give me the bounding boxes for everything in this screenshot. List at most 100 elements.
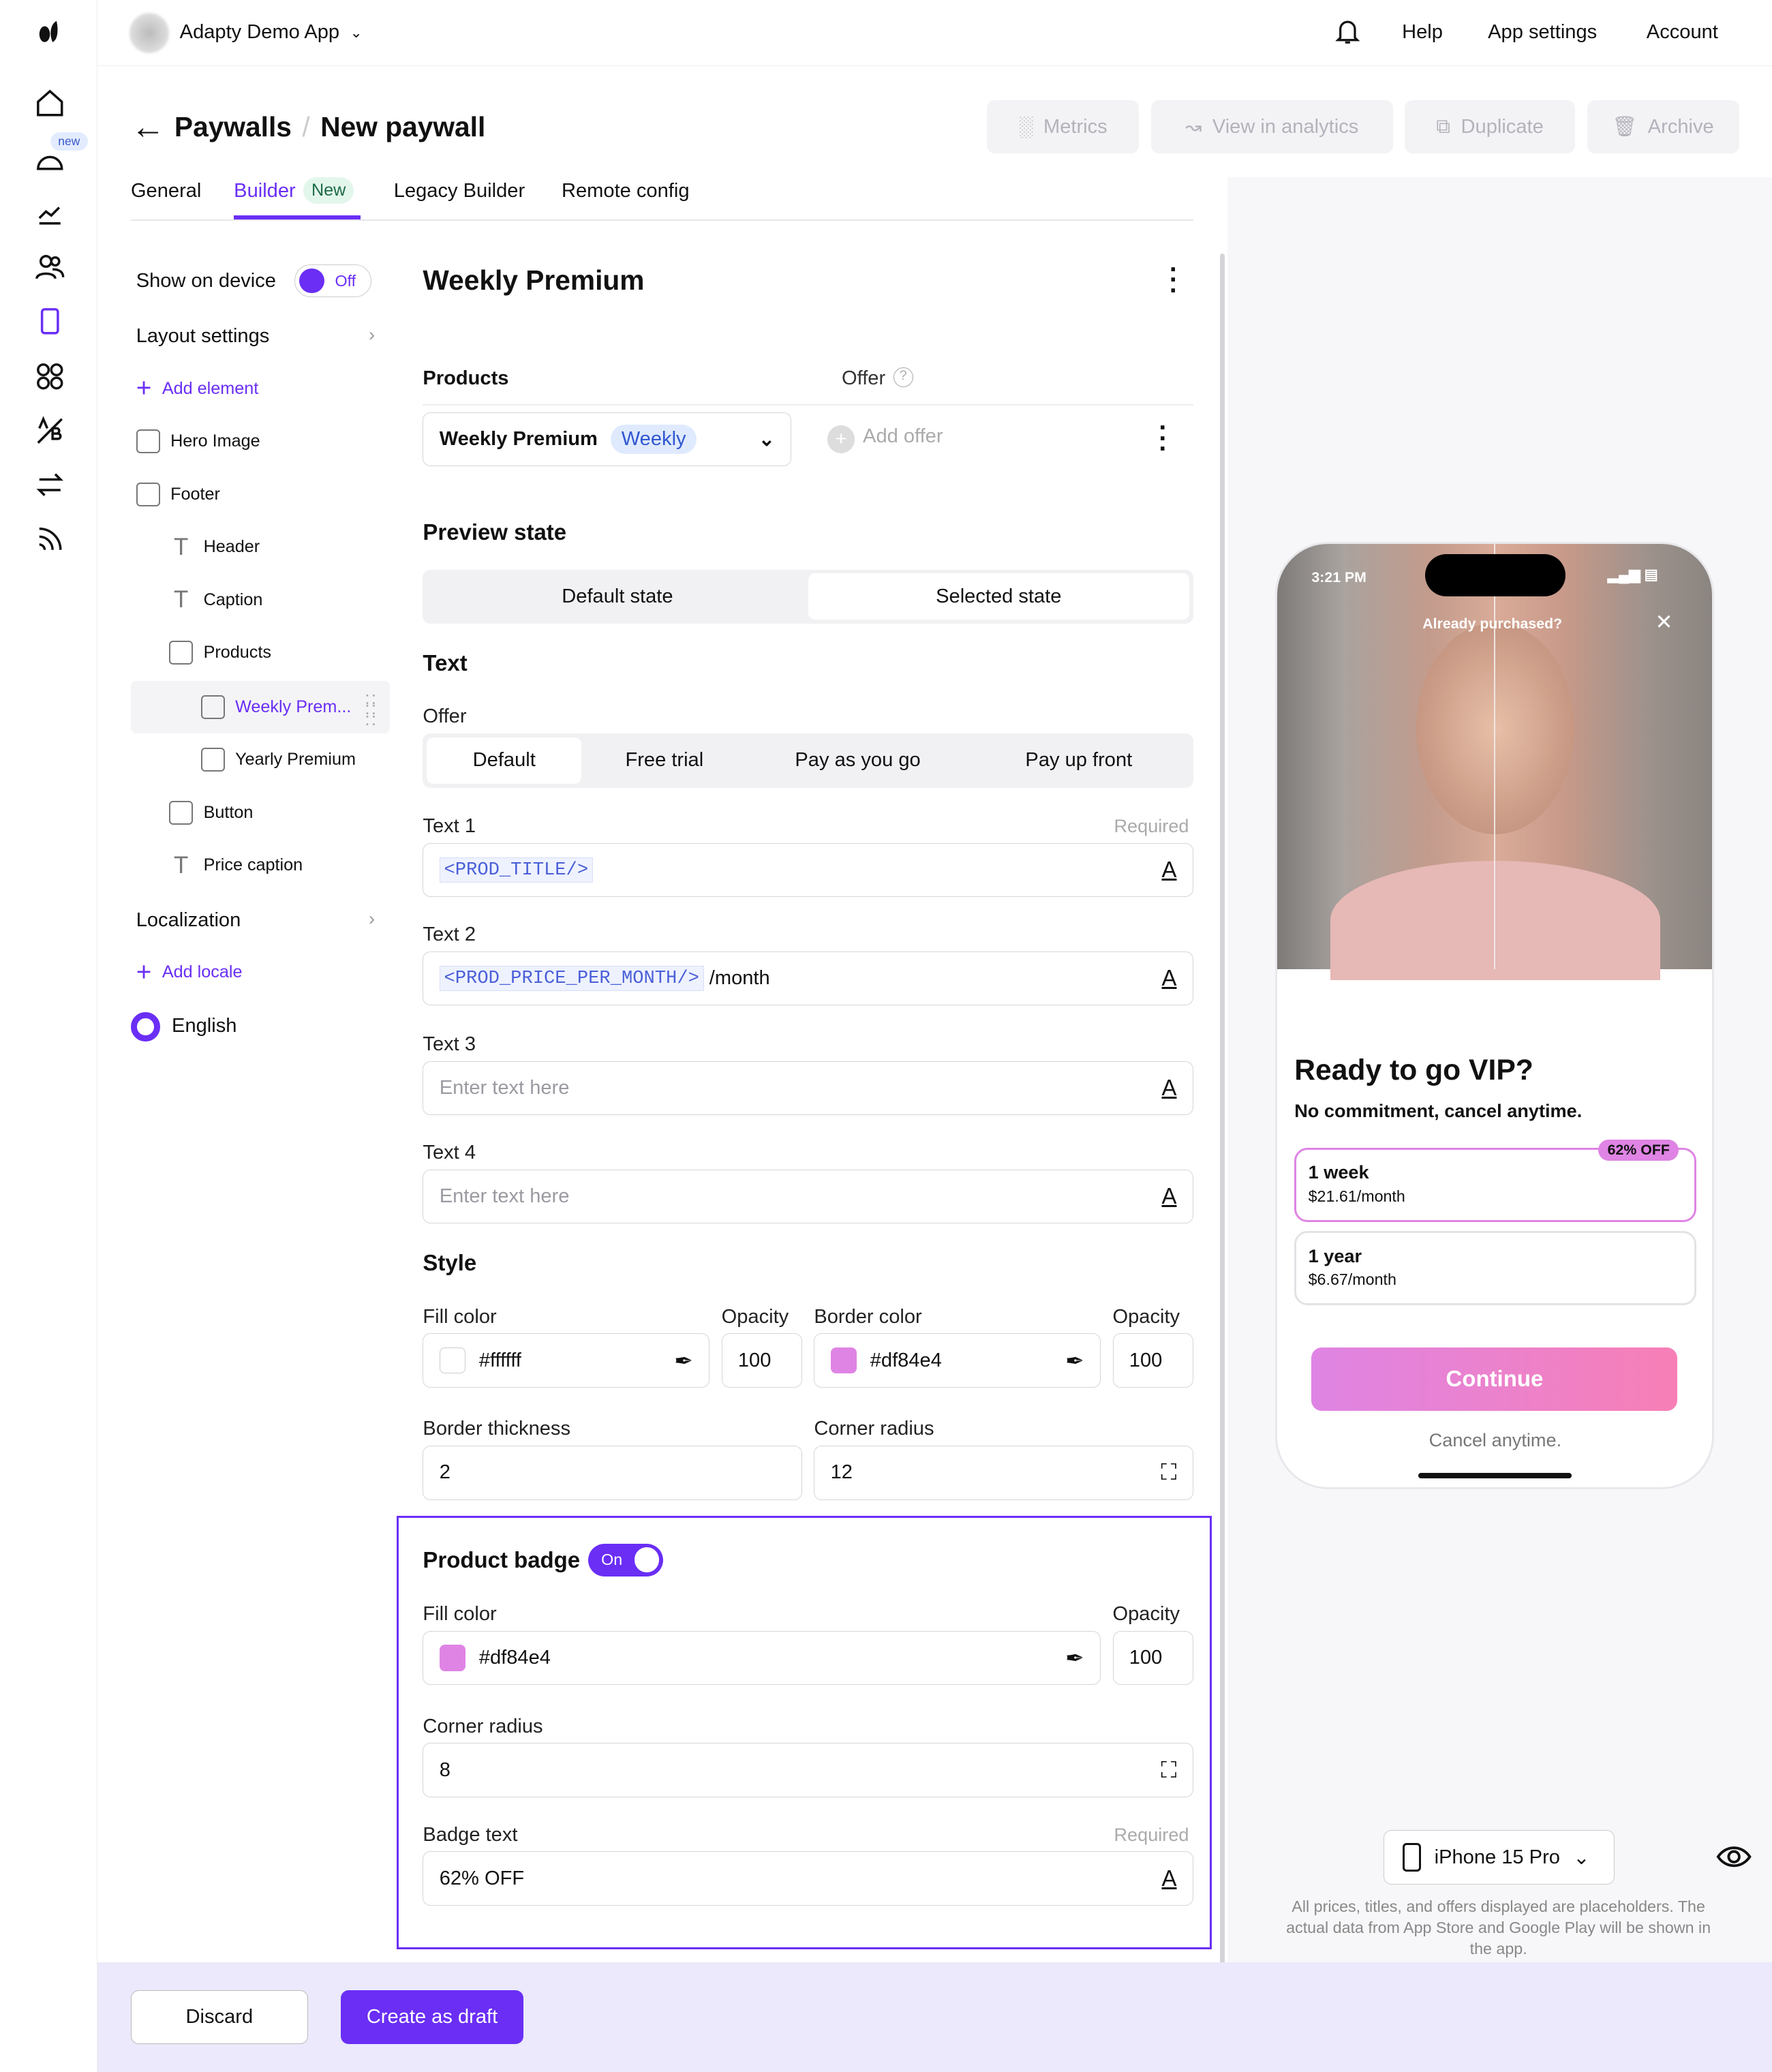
metrics-button[interactable]: ░ Metrics xyxy=(987,100,1140,153)
tree-item-weekly-premium[interactable]: Weekly Prem... xyxy=(200,688,351,725)
breadcrumb-paywalls[interactable]: Paywalls xyxy=(174,110,292,142)
add-offer-label: Add offer xyxy=(863,425,943,448)
tab-builder[interactable]: Builder New xyxy=(234,177,354,204)
home-indicator xyxy=(1418,1472,1572,1478)
tree-item-button[interactable]: Button xyxy=(169,794,253,831)
tab-general[interactable]: General xyxy=(130,179,202,202)
discard-button[interactable]: Discard xyxy=(130,1990,308,2045)
badge-corner-radius-input[interactable]: 8 ⛶ xyxy=(423,1743,1193,1797)
add-locale-button[interactable]: + Add locale xyxy=(136,954,243,991)
font-icon[interactable]: A xyxy=(1161,857,1177,883)
app-avatar[interactable] xyxy=(129,13,170,53)
already-purchased-link[interactable]: Already purchased? xyxy=(1422,615,1563,632)
locale-radio[interactable] xyxy=(130,1012,160,1041)
product-badge-toggle[interactable]: On xyxy=(587,1543,664,1577)
add-element-label: Add element xyxy=(162,378,259,398)
account-link[interactable]: Account xyxy=(1646,21,1718,44)
product-icon xyxy=(200,695,225,719)
help-icon[interactable]: ? xyxy=(893,367,913,388)
border-opacity-input[interactable]: 100 xyxy=(1112,1333,1193,1388)
fill-color-input[interactable]: #ffffff ✒ xyxy=(423,1333,710,1388)
badge-fill-color-input[interactable]: #df84e4 ✒ xyxy=(423,1630,1101,1686)
placements-icon[interactable] xyxy=(32,303,69,339)
text1-input[interactable]: <PROD_TITLE/> A xyxy=(423,842,1193,898)
bell-icon[interactable] xyxy=(1333,17,1362,51)
border-color-input[interactable]: #df84e4 ✒ xyxy=(814,1333,1101,1388)
eye-icon[interactable] xyxy=(1715,1840,1752,1878)
tree-item-footer[interactable]: Footer xyxy=(136,476,220,513)
drag-handle-icon[interactable]: :::::: xyxy=(365,686,378,729)
tab-legacy-builder[interactable]: Legacy Builder xyxy=(393,179,525,202)
selected-state-option[interactable]: Selected state xyxy=(808,573,1189,620)
offer-free-trial-option[interactable]: Free trial xyxy=(625,749,704,772)
font-icon[interactable]: A xyxy=(1161,1075,1177,1101)
locale-english[interactable]: English xyxy=(172,1015,237,1037)
tree-item-products[interactable]: Products xyxy=(169,635,271,671)
paywalls-icon[interactable] xyxy=(32,140,69,177)
product-select[interactable]: Weekly Premium Weekly ⌄ xyxy=(423,412,792,467)
analytics-icon[interactable] xyxy=(32,194,69,231)
close-icon[interactable]: ✕ xyxy=(1655,609,1673,634)
back-arrow-icon[interactable]: ← xyxy=(130,106,166,146)
users-icon[interactable] xyxy=(32,249,69,286)
archive-button[interactable]: 🗑 Archive xyxy=(1587,100,1739,153)
eyedropper-icon[interactable]: ✒ xyxy=(1065,1347,1084,1373)
add-element-button[interactable]: + Add element xyxy=(136,370,259,407)
show-on-device-toggle[interactable]: Off xyxy=(294,264,371,298)
badge-opacity-input[interactable]: 100 xyxy=(1112,1630,1193,1686)
tree-item-hero-image[interactable]: Hero Image xyxy=(136,423,260,459)
tab-remote-config[interactable]: Remote config xyxy=(562,179,690,202)
font-icon[interactable]: A xyxy=(1161,1183,1177,1209)
default-state-option[interactable]: Default state xyxy=(562,585,673,607)
font-icon[interactable]: A xyxy=(1161,965,1177,991)
chevron-right-icon: › xyxy=(368,324,375,346)
expand-corners-icon[interactable]: ⛶ xyxy=(1161,1756,1177,1782)
app-settings-link[interactable]: App settings xyxy=(1488,21,1598,44)
create-draft-button[interactable]: Create as draft xyxy=(341,1990,523,2045)
eyedropper-icon[interactable]: ✒ xyxy=(1065,1645,1084,1671)
layout-settings[interactable]: Layout settings xyxy=(136,324,270,347)
device-select[interactable]: iPhone 15 Pro ⌄ xyxy=(1383,1830,1615,1885)
offer-pay-up-front-option[interactable]: Pay up front xyxy=(1025,749,1133,772)
duplicate-button[interactable]: ⧉ Duplicate xyxy=(1404,100,1576,153)
continue-button[interactable]: Continue xyxy=(1311,1347,1678,1411)
logo-icon[interactable] xyxy=(32,13,69,50)
ab-test-icon[interactable] xyxy=(32,412,69,449)
events-feed-icon[interactable] xyxy=(32,521,69,558)
view-analytics-button[interactable]: ↝ View in analytics xyxy=(1150,100,1393,153)
font-icon[interactable]: A xyxy=(1161,1865,1177,1891)
color-swatch[interactable] xyxy=(830,1347,857,1374)
product-card-yearly[interactable]: 1 year $6.67/month xyxy=(1294,1231,1696,1305)
tree-item-yearly-premium[interactable]: Yearly Premium xyxy=(200,742,356,778)
border-thickness-input[interactable]: 2 xyxy=(423,1446,802,1500)
phone-icon xyxy=(1403,1842,1422,1872)
offer-default-option[interactable]: Default xyxy=(427,737,582,784)
offer-pay-as-you-go-option[interactable]: Pay as you go xyxy=(795,749,921,772)
corner-radius-value: 12 xyxy=(830,1461,853,1484)
corner-radius-input[interactable]: 12 ⛶ xyxy=(814,1446,1193,1500)
app-selector[interactable]: Adapty Demo App ⌄ xyxy=(180,21,363,45)
home-icon[interactable] xyxy=(32,85,69,121)
help-link[interactable]: Help xyxy=(1402,21,1443,44)
color-swatch[interactable] xyxy=(439,1644,466,1671)
expand-corners-icon[interactable]: ⛶ xyxy=(1161,1459,1177,1485)
text2-input[interactable]: <PROD_PRICE_PER_MONTH/> /month A xyxy=(423,951,1193,1006)
scrollbar[interactable] xyxy=(1219,254,1225,2035)
tree-item-caption[interactable]: T Caption xyxy=(169,581,262,618)
tree-item-header[interactable]: T Header xyxy=(169,529,260,566)
fill-opacity-input[interactable]: 100 xyxy=(721,1333,802,1388)
more-vertical-icon[interactable]: · · · xyxy=(1159,413,1168,464)
add-offer-button[interactable]: + Add offer xyxy=(827,425,943,453)
tree-item-price-caption[interactable]: T Price caption xyxy=(169,847,303,884)
product-card-weekly[interactable]: 1 week $21.61/month xyxy=(1294,1147,1696,1222)
more-vertical-icon[interactable]: · · · xyxy=(1169,254,1178,305)
text4-input[interactable]: Enter text here A xyxy=(423,1169,1193,1224)
eyedropper-icon[interactable]: ✒ xyxy=(674,1347,693,1373)
integrations-icon[interactable] xyxy=(32,466,69,503)
opacity-label: Opacity xyxy=(1112,1305,1180,1328)
badge-text-input[interactable]: 62% OFF A xyxy=(423,1851,1193,1906)
text3-input[interactable]: Enter text here A xyxy=(423,1061,1193,1116)
color-swatch[interactable] xyxy=(439,1347,466,1374)
localization[interactable]: Localization xyxy=(136,909,241,931)
apps-icon[interactable] xyxy=(32,358,69,395)
